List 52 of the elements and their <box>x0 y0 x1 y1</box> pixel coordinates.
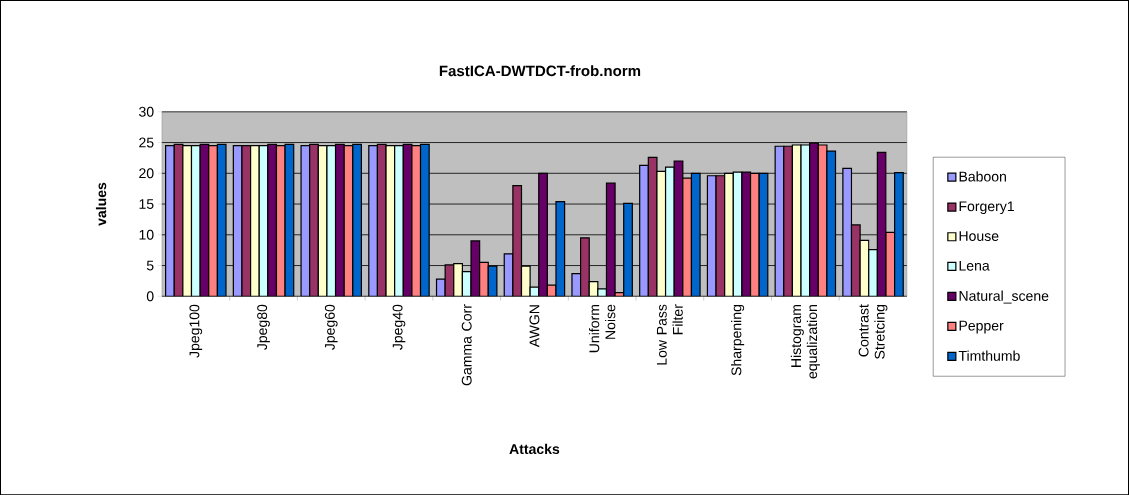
y-tick-label: 25 <box>139 137 154 148</box>
bar <box>394 144 404 297</box>
legend-label: Lena <box>959 260 990 271</box>
legend-label: Natural_scene <box>959 290 1049 304</box>
legend-label: Pepper <box>959 320 1004 334</box>
bar <box>623 202 633 297</box>
y-tick-label: 30 <box>139 106 154 117</box>
bar <box>453 262 463 297</box>
legend-label: Forgery1 <box>959 201 1014 214</box>
x-tick-label: Jpeg40 <box>392 304 406 350</box>
bar <box>579 237 590 297</box>
bar <box>419 143 430 297</box>
x-tick-label: Sharpening <box>731 304 745 376</box>
y-tick-label: 0 <box>146 291 154 302</box>
legend-label: House <box>959 231 999 241</box>
y-tick-label: 10 <box>139 229 154 240</box>
x-tick-label: Low Pass Filter <box>656 304 683 365</box>
bar <box>868 248 878 297</box>
x-axis-title: Attacks <box>509 443 560 454</box>
bar <box>749 172 760 297</box>
bar <box>165 144 175 297</box>
y-tick-label: 5 <box>146 260 154 271</box>
x-tick-label: Jpeg100 <box>189 304 203 358</box>
bar <box>894 171 904 297</box>
y-tick-label: 15 <box>139 198 154 209</box>
bar <box>809 142 819 297</box>
x-tick-label: Jpeg80 <box>257 304 270 350</box>
bar <box>639 164 649 297</box>
x-tick-label: Gamma Corr <box>461 304 472 386</box>
bar <box>334 143 345 297</box>
x-tick-label: Jpeg60 <box>324 304 338 350</box>
x-tick-label: Uniform Noise <box>588 304 616 352</box>
chart-title: FastICA-DWTDCT-frob.norm <box>439 65 641 77</box>
bar <box>368 144 379 297</box>
bar <box>309 143 319 297</box>
bar <box>783 145 793 297</box>
bar <box>664 166 675 297</box>
x-tick-label: Histogram equalization <box>790 304 820 379</box>
bar <box>682 177 693 297</box>
bar <box>538 172 548 297</box>
bar <box>724 172 734 297</box>
y-tick-label: 20 <box>139 168 154 179</box>
bar <box>249 144 260 297</box>
x-tick-label: AWGN <box>529 305 540 348</box>
bar <box>352 143 363 297</box>
bar <box>267 143 278 297</box>
y-axis-title: values <box>95 182 107 226</box>
bar <box>479 261 489 297</box>
x-tick-label: Contrast Stretcing <box>858 304 888 359</box>
legend-label: Baboon <box>959 171 1006 182</box>
legend-label: Timthumb <box>958 350 1020 361</box>
bar <box>208 144 218 297</box>
